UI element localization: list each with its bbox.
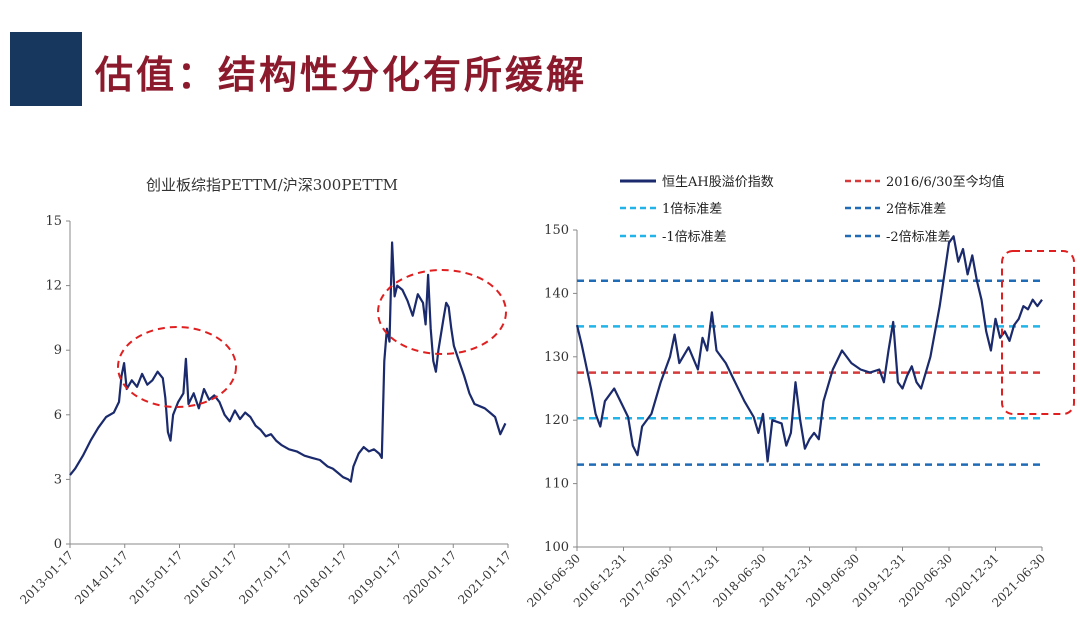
chart-left-y-tick-label: 3	[54, 472, 62, 487]
chart-right-y-tick-label: 100	[544, 540, 569, 555]
chart-right-y-tick-label: 130	[544, 350, 569, 365]
highlight-ellipse-2014	[117, 326, 237, 408]
legend-label-plus2: 2倍标准差	[886, 202, 946, 217]
chart-right-y-tick-label: 110	[544, 477, 569, 492]
chart-left-x-tick-label: 2013-01-17	[17, 548, 76, 607]
chart-right: 恒生AH股溢价指数 2016/6/30至今均值 1倍标准差 2倍标准差 -1倍标…	[524, 174, 1075, 610]
chart-right-y-tick-label: 120	[544, 413, 569, 428]
chart-left-title: 创业板综指PETTM/沪深300PETTM	[146, 176, 398, 194]
chart-right-series-line	[575, 235, 1043, 463]
chart-left-x-tick-label: 2020-01-17	[401, 548, 460, 607]
chart-right-y-tick-label: 140	[544, 286, 569, 301]
chart-left-x-tick-label: 2015-01-17	[127, 548, 186, 607]
chart-right-reference-lines	[577, 279, 1042, 466]
legend-label-series: 恒生AH股溢价指数	[662, 175, 774, 190]
legend-label-mean: 2016/6/30至今均值	[886, 174, 1005, 190]
highlight-ellipse-2019	[377, 269, 507, 355]
chart-left-x-tick-label: 2018-01-17	[291, 548, 350, 607]
chart-left-x-tick-label: 2016-01-17	[182, 548, 241, 607]
legend-label-minus1: -1倍标准差	[662, 230, 727, 245]
chart-left-axes: 036912152013-01-172014-01-172015-01-1720…	[17, 214, 514, 607]
page-title: 估值：结构性分化有所缓解	[95, 52, 588, 97]
title-accent-bar	[10, 32, 82, 106]
legend-label-minus2: -2倍标准差	[886, 230, 951, 245]
chart-left-y-tick-label: 12	[45, 279, 62, 294]
chart-left-x-tick-label: 2017-01-17	[236, 548, 295, 607]
legend-label-plus1: 1倍标准差	[662, 202, 722, 217]
chart-left-x-tick-label: 2021-01-17	[455, 548, 514, 607]
chart-left-y-tick-label: 15	[45, 214, 62, 229]
highlight-box-2021	[1001, 250, 1075, 415]
chart-left-y-tick-label: 9	[54, 343, 62, 358]
chart-right-y-tick-label: 150	[544, 223, 569, 238]
chart-left-series-line	[69, 241, 507, 483]
chart-left-y-tick-label: 6	[54, 408, 62, 423]
chart-right-legend: 恒生AH股溢价指数 2016/6/30至今均值 1倍标准差 2倍标准差 -1倍标…	[620, 174, 1005, 245]
chart-left: 创业板综指PETTM/沪深300PETTM 0 3 6 9 12 15 2013-01-17…	[17, 176, 514, 607]
chart-left-x-tick-label: 2014-01-17	[72, 548, 131, 607]
chart-left-x-tick-label: 2019-01-17	[346, 548, 405, 607]
chart-left-y-tick-label: 0	[54, 537, 62, 552]
